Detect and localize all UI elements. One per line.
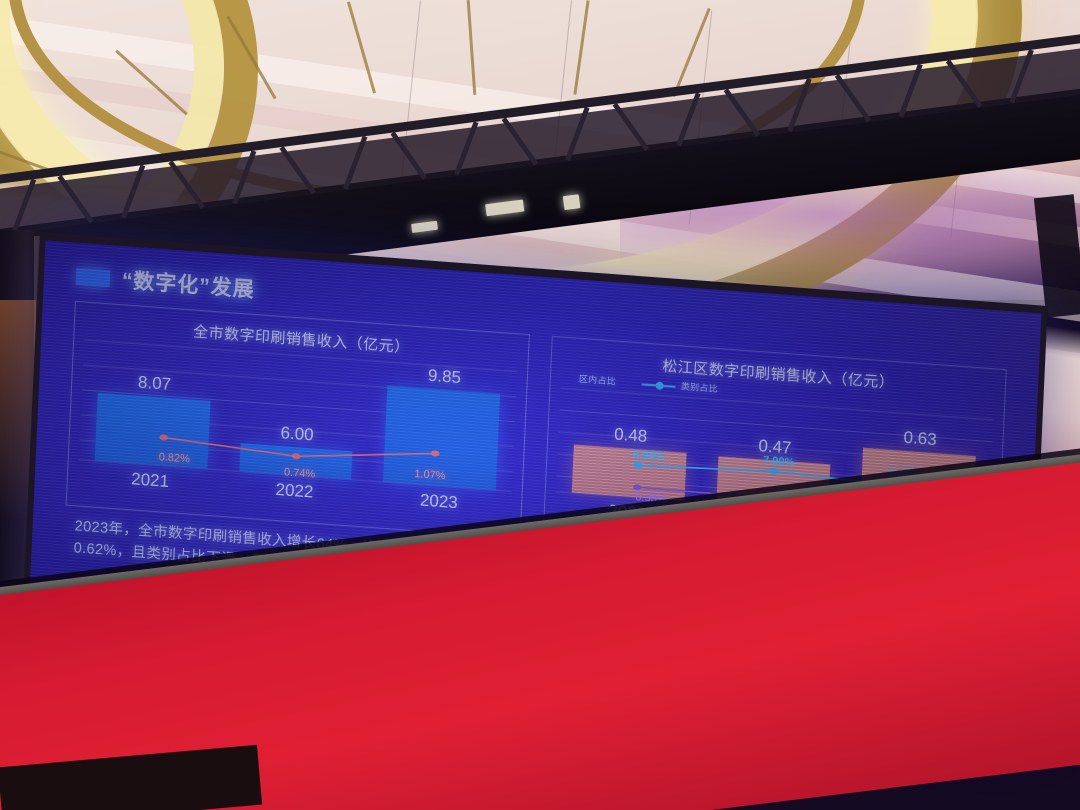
x-tick-2023: 2023 [419, 490, 459, 513]
legend-item-district-share[interactable]: 区内占比 [578, 373, 617, 387]
cyan-line-marker-icon [641, 383, 676, 388]
bar-value-label: 0.48 [613, 424, 648, 446]
bar-column[interactable]: 0.48 [571, 387, 689, 501]
page-title: “数字化”发展 [121, 269, 256, 302]
category-pct-2021: 6.94% [632, 448, 665, 464]
bar-2021[interactable] [571, 444, 687, 501]
bar-value-label: 0.63 [903, 427, 938, 450]
pct-label-2021: 0.82% [158, 451, 191, 466]
bar-column[interactable]: 8.07 [94, 337, 213, 469]
stage-light [562, 194, 581, 211]
bar-value-label: 8.07 [137, 372, 172, 394]
bar-value-label: 6.00 [280, 423, 315, 445]
pct-label-2022: 0.74% [283, 466, 316, 481]
x-tick-2021: 2021 [130, 469, 170, 492]
bar-2021[interactable] [94, 392, 211, 469]
blue-square-bullet-icon [75, 267, 111, 287]
chart-card-citywide: 全市数字印刷销售收入（亿元） 8.07 [65, 300, 530, 539]
pct-label-2023: 1.07% [414, 467, 446, 483]
plot-area-citywide: 8.07 6.00 9.85 [78, 335, 518, 517]
bar-value-label: 9.85 [427, 365, 462, 388]
x-tick-2022: 2022 [275, 479, 314, 502]
category-pct-2022: 7.90% [762, 454, 795, 469]
bar-column[interactable]: 6.00 [238, 347, 357, 480]
